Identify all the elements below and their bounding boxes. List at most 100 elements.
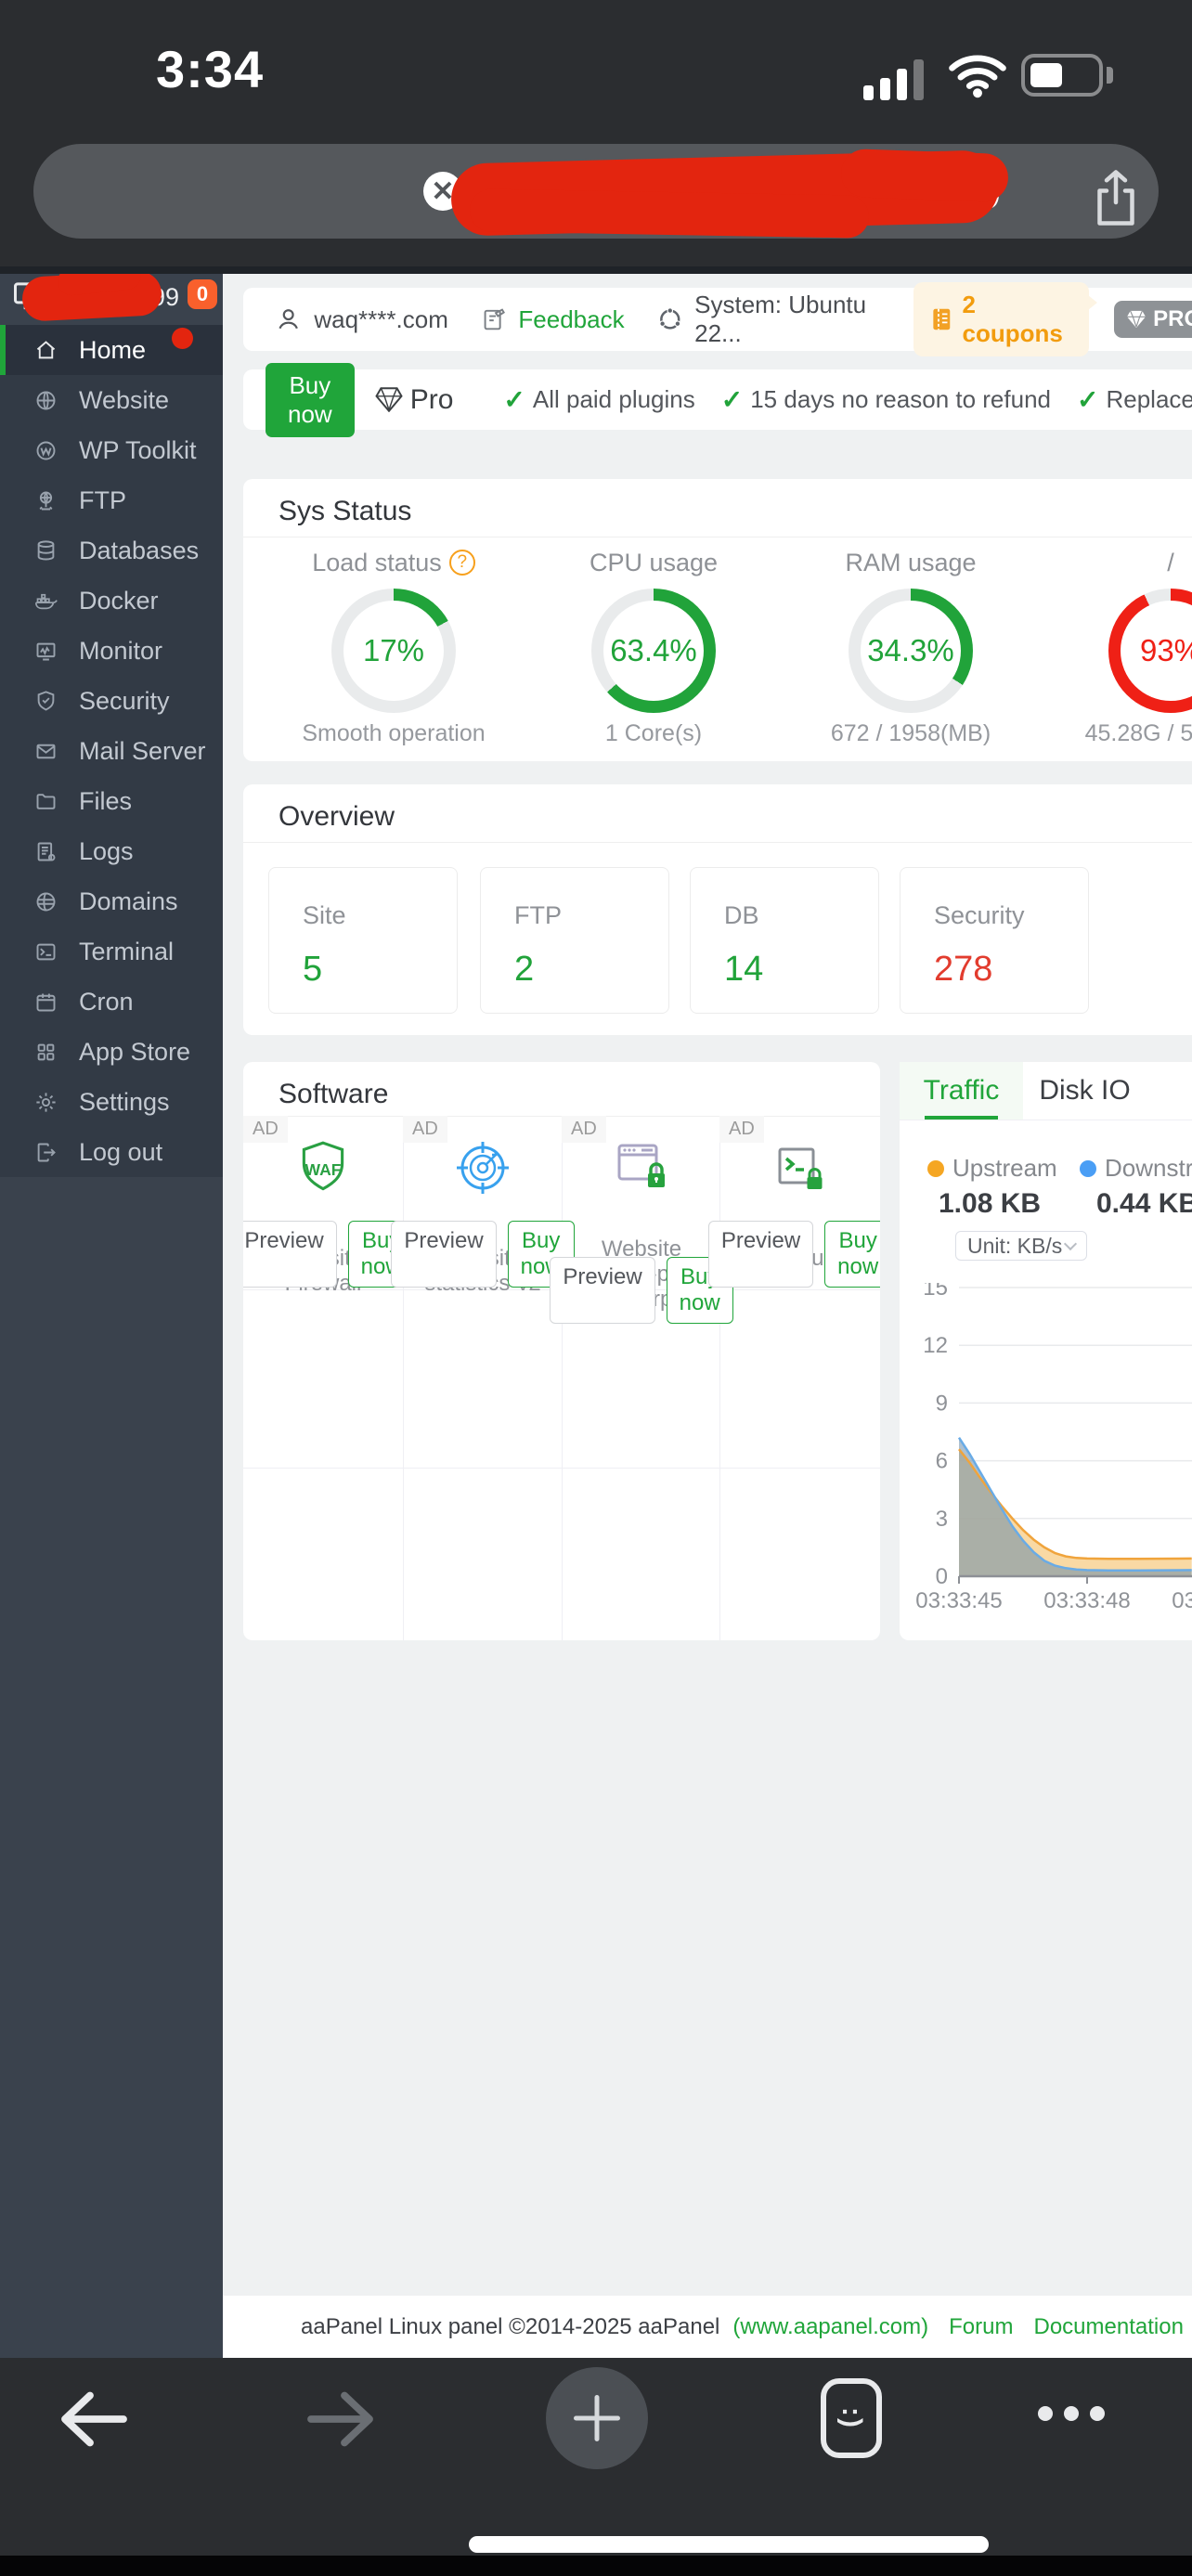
sidebar-item-monitor[interactable]: Monitor	[0, 626, 223, 676]
sidebar-item-website[interactable]: Website	[0, 375, 223, 425]
battery-icon	[1021, 54, 1103, 97]
svg-text:3: 3	[936, 1507, 948, 1532]
check-icon: ✓	[1077, 385, 1099, 414]
monitor-chart-icon	[36, 642, 56, 660]
target-icon	[457, 1142, 509, 1194]
product-website-statistics: AD Website statistics-v2 Preview Buy now	[391, 1116, 575, 1296]
tab-traffic[interactable]: Traffic	[900, 1062, 1023, 1120]
main-content: waq****.com Feedback System: Ubuntu 22..…	[223, 266, 1192, 2358]
status-bar-time: 3:34	[156, 40, 265, 98]
feedback-note-icon	[484, 308, 505, 330]
gauge-load-status: Load status? 17% Smooth operation	[302, 548, 486, 747]
pro-badge[interactable]: PRO	[1114, 301, 1192, 338]
coupons-label: 2 coupons	[962, 291, 1063, 347]
wordpress-icon	[36, 441, 56, 460]
ad-tag: AD	[719, 1116, 764, 1143]
account-domain[interactable]: waq****.com	[314, 304, 448, 333]
footer-site-link[interactable]: (www.aapanel.com)	[732, 2313, 929, 2339]
forward-icon[interactable]	[303, 2384, 381, 2454]
sys-status-card: Sys Status Load status? 17% Smooth opera…	[243, 479, 1192, 761]
sidebar-item-wp-toolkit[interactable]: WP Toolkit	[0, 425, 223, 475]
logout-icon	[37, 1143, 56, 1161]
diamond-icon	[1127, 310, 1147, 329]
sidebar-item-logs[interactable]: Logs	[0, 826, 223, 876]
sidebar-item-domains[interactable]: Domains	[0, 876, 223, 926]
feedback-link[interactable]: Feedback	[518, 304, 625, 333]
overview-ftp[interactable]: FTP 2	[480, 867, 669, 1014]
sidebar-item-ftp[interactable]: FTP	[0, 475, 223, 525]
footer-docs-link[interactable]: Documentation	[1033, 2313, 1184, 2339]
sidebar-item-files[interactable]: Files	[0, 776, 223, 826]
pro-promo-bar: Buy now Pro ✓ All paid plugins ✓ 15 days n…	[243, 362, 1192, 437]
url-bar[interactable]: ✕ 0179	[33, 144, 1159, 239]
preview-button[interactable]: Preview	[243, 1221, 337, 1288]
sidebar-item-databases[interactable]: Databases	[0, 525, 223, 576]
ad-tag: AD	[562, 1116, 606, 1143]
plus-icon	[574, 2395, 620, 2441]
sidebar-item-terminal[interactable]: Terminal	[0, 926, 223, 977]
calendar-icon	[36, 993, 56, 1011]
notification-badge[interactable]: 0	[188, 279, 217, 309]
share-icon[interactable]	[1088, 164, 1144, 231]
coupons-button[interactable]: 2 coupons	[913, 282, 1098, 356]
waf-shield-icon: WAF	[302, 1141, 344, 1191]
footer-copyright: aaPanel Linux panel ©2014-2025 aaPanel	[301, 2313, 720, 2339]
home-icon	[36, 340, 56, 358]
grid-line	[719, 1116, 720, 1640]
sidebar-item-settings[interactable]: Settings	[0, 1077, 223, 1127]
gauge-ring: 93%	[1108, 589, 1192, 713]
user-icon	[279, 309, 298, 330]
svg-text:12: 12	[923, 1333, 948, 1358]
overview-security[interactable]: Security 278	[900, 867, 1089, 1014]
help-icon[interactable]: ?	[448, 550, 475, 576]
tab-count-smiley: :)	[836, 2407, 867, 2429]
screen-bottom-edge	[0, 2556, 1192, 2576]
preview-button[interactable]: Preview	[391, 1221, 497, 1288]
sidebar-menu: Home Website WP Toolkit FTP Databases Do…	[0, 325, 223, 1177]
home-indicator[interactable]	[469, 2536, 989, 2553]
buy-now-button[interactable]: Buy now	[266, 362, 355, 437]
envelope-icon	[36, 744, 56, 758]
sidebar-item-app-store[interactable]: App Store	[0, 1027, 223, 1077]
upstream-value: 1.08 KB	[939, 1188, 1042, 1219]
tab-disk-io[interactable]: Disk IO	[1039, 1075, 1131, 1106]
sidebar-item-docker[interactable]: Docker	[0, 576, 223, 626]
cellular-signal-icon	[863, 54, 924, 100]
preview-button[interactable]: Preview	[550, 1257, 655, 1324]
ad-tag: AD	[243, 1116, 288, 1143]
traffic-chart: 0 3 6 9 12 15 03:33:45 03:33:48 03:33:51	[915, 1283, 1192, 1613]
product-website-firewall: AD WAF Website Firewall Preview Buy now	[243, 1116, 415, 1296]
coupon-icon	[933, 308, 951, 330]
sidebar-item-security[interactable]: Security	[0, 676, 223, 726]
overview-site[interactable]: Site 5	[268, 867, 458, 1014]
overview-db[interactable]: DB 14	[690, 867, 879, 1014]
footer: aaPanel Linux panel ©2014-2025 aaPanel (…	[223, 2296, 1192, 2358]
grid-line	[403, 1116, 404, 1640]
section-title: Overview	[279, 801, 395, 832]
sidebar-item-log-out[interactable]: Log out	[0, 1127, 223, 1177]
diamond-icon	[375, 387, 403, 412]
section-title: Software	[279, 1079, 389, 1109]
grid-line	[243, 1468, 880, 1469]
sidebar-item-mail-server[interactable]: Mail Server	[0, 726, 223, 776]
battery-fill	[1030, 63, 1062, 87]
ad-tag: AD	[403, 1116, 447, 1143]
home-notification-dot	[172, 328, 193, 349]
menu-dots-icon[interactable]	[1038, 2406, 1105, 2421]
unit-select[interactable]: Unit: KB/s	[955, 1231, 1087, 1261]
new-tab-button[interactable]	[546, 2367, 648, 2469]
legend-downstream: Downstream	[1080, 1154, 1192, 1183]
buy-now-button[interactable]: Buy now	[824, 1221, 880, 1288]
log-file-icon	[37, 842, 56, 861]
sidebar-item-cron[interactable]: Cron	[0, 977, 223, 1027]
tab-switcher-button[interactable]: :)	[821, 2378, 882, 2458]
footer-forum-link[interactable]: Forum	[949, 2313, 1014, 2339]
folder-icon	[36, 793, 56, 809]
svg-text:6: 6	[936, 1449, 948, 1474]
preview-button[interactable]: Preview	[707, 1221, 814, 1288]
back-icon[interactable]	[54, 2384, 132, 2454]
svg-text:WAF: WAF	[305, 1160, 342, 1179]
gear-icon	[36, 1092, 56, 1112]
traffic-card: Traffic Disk IO Upstream 1.08 KB Downstr…	[900, 1062, 1192, 1640]
sidebar-account[interactable]: 199 0	[0, 266, 223, 325]
